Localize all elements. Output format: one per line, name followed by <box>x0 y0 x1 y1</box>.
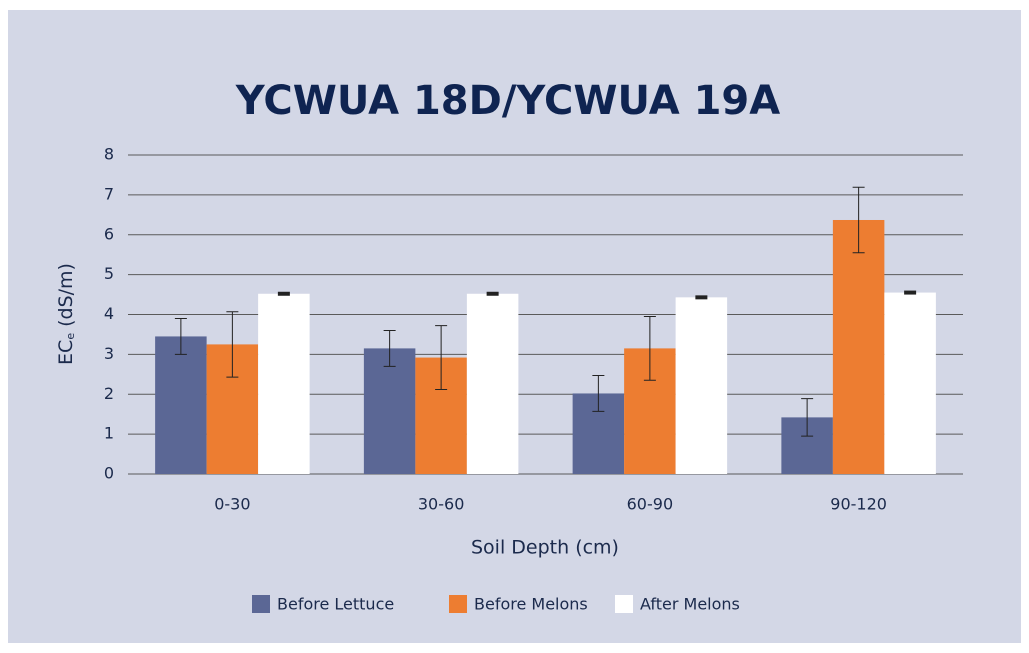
y-axis-label: ECe (dS/m) <box>55 263 78 365</box>
y-tick-label: 2 <box>104 384 114 403</box>
y-tick-label: 3 <box>104 344 114 363</box>
error-bar <box>435 325 448 390</box>
x-tick-label: 90-120 <box>830 495 887 514</box>
bar <box>155 336 207 474</box>
y-tick-label: 8 <box>104 145 114 164</box>
bar <box>675 297 728 474</box>
y-label-main: EC <box>55 340 77 365</box>
error-bar <box>852 186 865 254</box>
error-bar <box>383 329 396 367</box>
legend-swatch <box>252 595 270 613</box>
x-tick-label: 0-30 <box>214 495 250 514</box>
y-label-sub: e <box>64 333 77 340</box>
error-bar <box>592 375 605 412</box>
error-bar <box>801 398 814 437</box>
y-tick-label: 1 <box>104 424 114 443</box>
error-bar <box>643 315 656 381</box>
x-axis-label: Soil Depth (cm) <box>471 537 619 559</box>
bar <box>884 292 936 474</box>
error-bar <box>174 317 187 355</box>
x-tick-label: 60-90 <box>627 495 674 514</box>
bar <box>832 219 885 474</box>
legend-label: Before Lettuce <box>277 595 394 614</box>
y-tick-label: 0 <box>104 464 114 483</box>
x-tick-label: 30-60 <box>418 495 465 514</box>
y-tick-label: 7 <box>104 184 114 203</box>
legend-swatch <box>615 595 633 613</box>
chart-title: YCWUA 18D/YCWUA 19A <box>235 78 780 124</box>
legend-swatch <box>449 595 467 613</box>
legend-label: After Melons <box>640 595 740 614</box>
bar <box>466 293 519 474</box>
bar <box>258 293 310 474</box>
legend-label: Before Melons <box>474 595 588 614</box>
bar <box>363 348 416 474</box>
y-tick-label: 6 <box>104 224 114 243</box>
y-tick-label: 4 <box>104 304 114 323</box>
y-tick-label: 5 <box>104 264 114 283</box>
error-bar <box>226 311 239 378</box>
y-label-unit: (dS/m) <box>55 263 77 327</box>
